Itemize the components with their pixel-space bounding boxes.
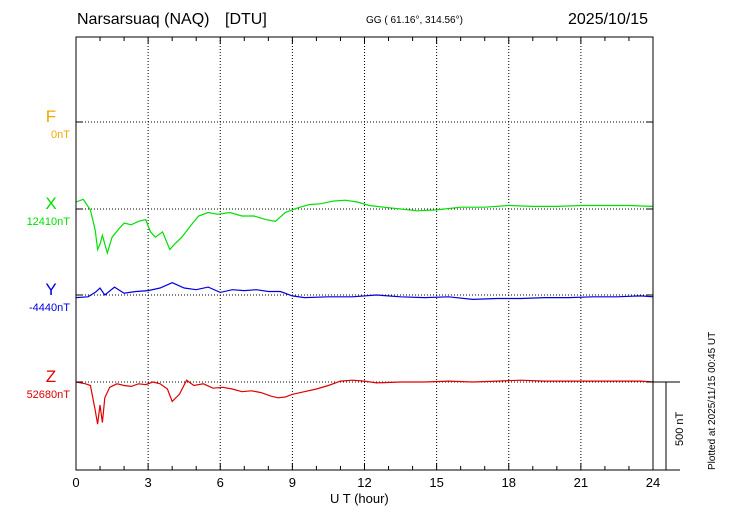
scale-bar-label: 500 nT: [674, 411, 686, 446]
x-tick-label: 0: [72, 475, 79, 490]
channel-z-label: Z: [45, 367, 57, 386]
channel-y-baseline: -4440nT: [29, 302, 70, 314]
x-tick-label: 6: [217, 475, 224, 490]
x-tick-label: 3: [145, 475, 152, 490]
series-y-line: [75, 282, 654, 301]
series-group: [75, 198, 654, 425]
x-tick-label: 12: [357, 475, 371, 490]
plot-frame: [75, 36, 654, 471]
series-z-line: [75, 379, 654, 425]
plotted-timestamp: Plotted at 2025/11/15 00:45 UT: [707, 331, 718, 470]
series-x-line: [75, 198, 654, 256]
x-tick-label: 24: [646, 475, 660, 490]
station-name: Narsarsuaq (NAQ): [77, 11, 210, 28]
coordinates-label: GG ( 61.16°, 314.56°): [366, 15, 463, 26]
channel-x-label: X: [45, 194, 57, 213]
x-tick-label: 9: [289, 475, 296, 490]
scale-bar: 500 nT: [653, 381, 686, 471]
institute-label: [DTU]: [225, 11, 267, 28]
channel-x-baseline: 12410nT: [26, 216, 70, 228]
grid: [76, 37, 653, 470]
channel-y-label: Y: [45, 280, 57, 299]
x-tick-label: 15: [429, 475, 443, 490]
x-tick-label: 21: [574, 475, 588, 490]
date-label: 2025/10/15: [568, 11, 649, 28]
channel-f-baseline: 0nT: [51, 129, 70, 141]
channel-z-baseline: 52680nT: [26, 389, 70, 401]
x-axis: 0 3 6 9 12 15 18 21 24: [72, 475, 660, 490]
channel-f-label: F: [45, 107, 57, 126]
x-axis-label: U T (hour): [330, 491, 389, 506]
x-tick-label: 18: [502, 475, 516, 490]
